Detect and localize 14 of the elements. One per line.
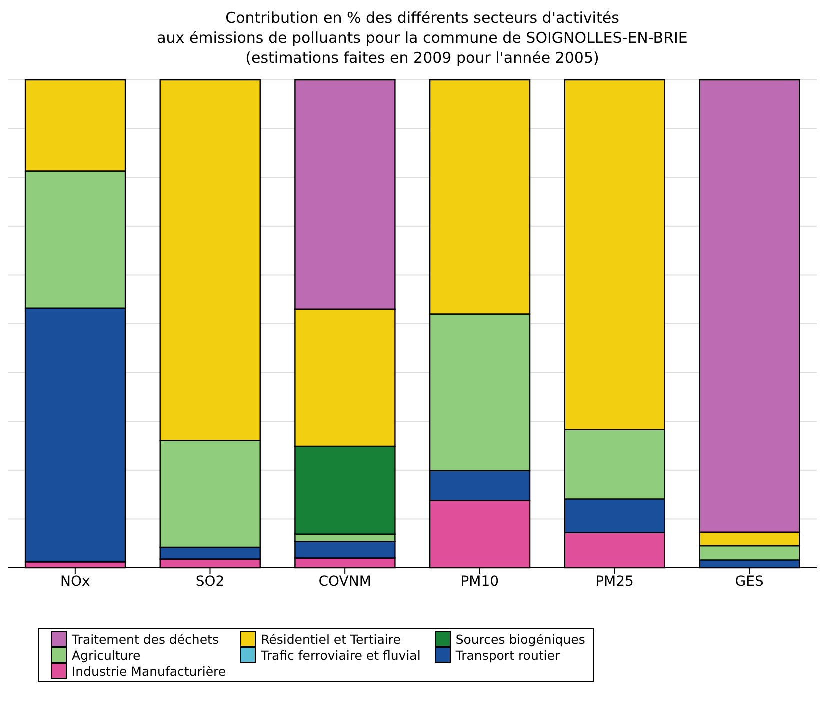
x-tick-label: PM25 bbox=[596, 574, 634, 590]
legend-label: Sources biogéniques bbox=[456, 632, 586, 646]
legend-label: Transport routier bbox=[456, 648, 560, 662]
chart-title: Contribution en % des différents secteurs d'activités aux émissions de polluants pour la commune de SOIGNOLLES-EN-BRIE (estimations faites en 2009 pour l'année 2005) bbox=[156, 8, 689, 68]
x-tick-label: NOx bbox=[60, 574, 90, 590]
legend-label: Traitement des déchets bbox=[72, 632, 219, 646]
x-tick-label: SO2 bbox=[196, 574, 225, 590]
legend-label: Résidentiel et Tertiaire bbox=[261, 632, 401, 646]
legend-label: Trafic ferroviaire et fluvial bbox=[261, 648, 421, 662]
legend-label: Industrie Manufacturière bbox=[72, 664, 226, 678]
x-tick-label: COVNM bbox=[318, 574, 372, 590]
x-tick-label: PM10 bbox=[460, 574, 500, 590]
x-tick-label: GES bbox=[735, 574, 764, 590]
legend-label: Agriculture bbox=[72, 648, 141, 662]
